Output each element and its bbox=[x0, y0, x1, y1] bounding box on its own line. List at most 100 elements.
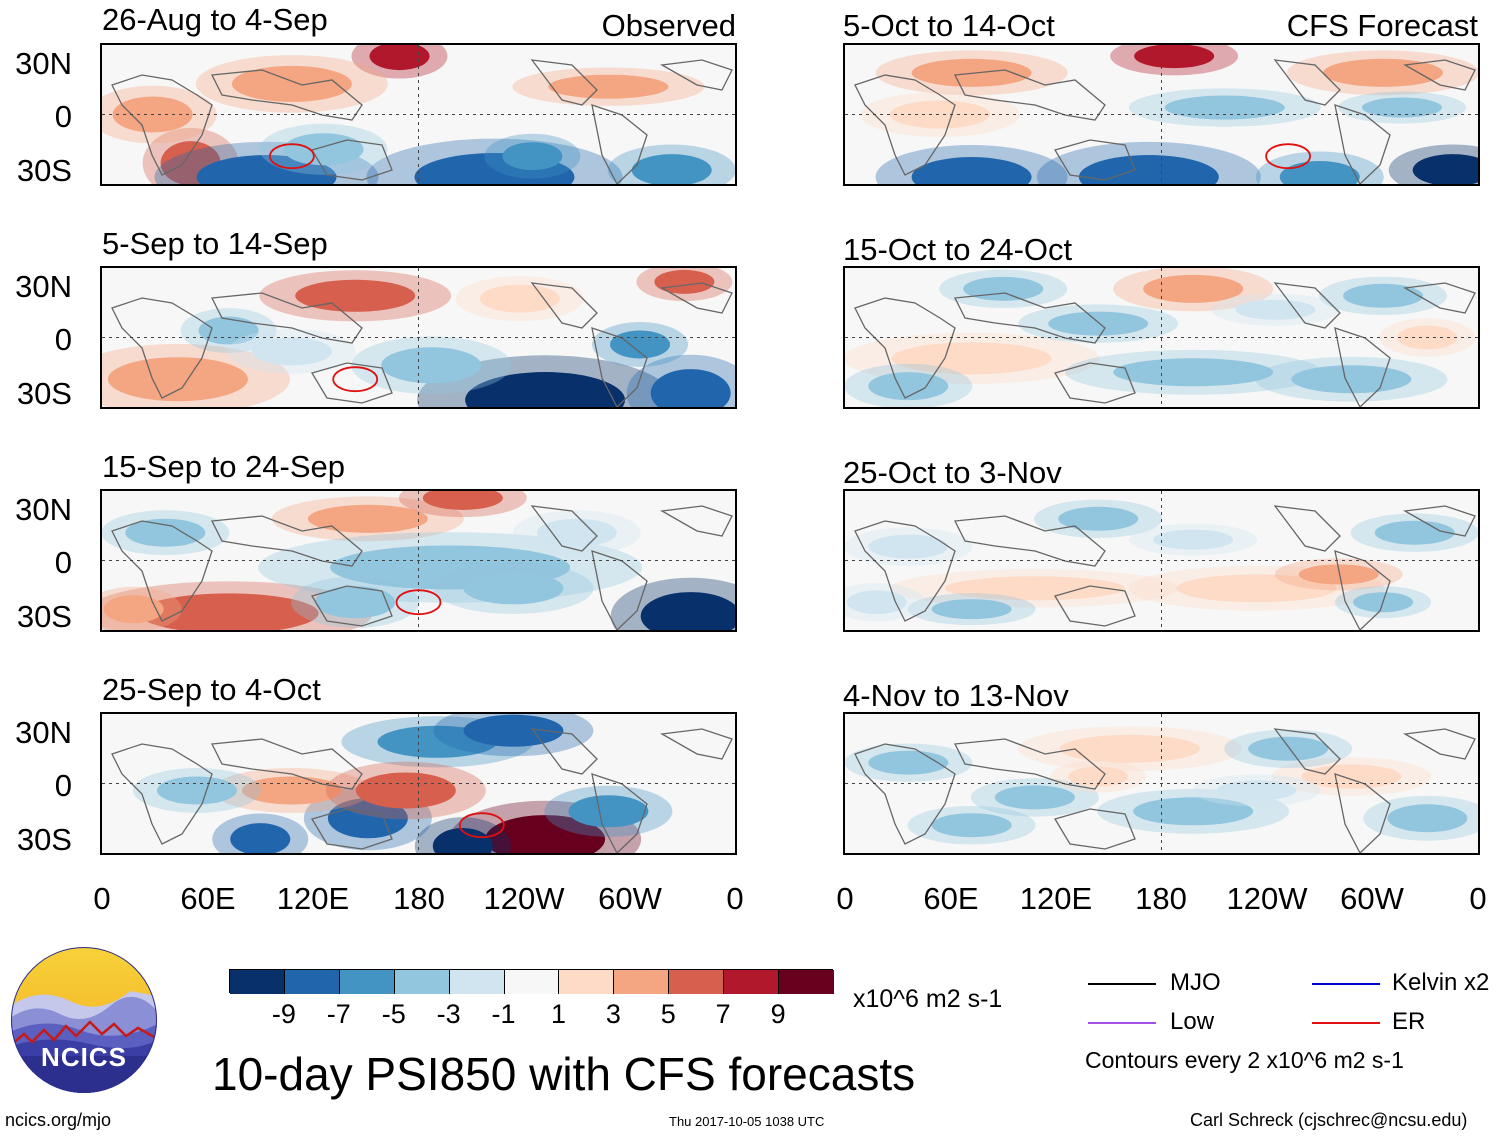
anomaly-blob bbox=[251, 337, 332, 366]
xtick-right-120e: 120E bbox=[1019, 881, 1093, 916]
colorbar-segment bbox=[559, 970, 615, 994]
colorbar-tick-label: 9 bbox=[770, 999, 786, 1029]
er-contour bbox=[458, 812, 505, 839]
coastline bbox=[210, 515, 363, 567]
anomaly-blob bbox=[548, 74, 669, 99]
map-svg bbox=[102, 714, 735, 853]
xtick-left-120w: 120W bbox=[483, 881, 565, 916]
coastline bbox=[854, 743, 956, 845]
coastline bbox=[311, 139, 393, 181]
forecast-label: CFS Forecast bbox=[1286, 8, 1478, 43]
coastline bbox=[591, 550, 648, 630]
legend-er-line bbox=[1312, 1022, 1380, 1024]
anomaly-blob bbox=[868, 534, 949, 559]
anomaly-blob bbox=[1387, 804, 1468, 833]
ytick-30n-2: 30N bbox=[15, 269, 72, 304]
panel-title-4: 25-Sep to 4-Oct bbox=[102, 672, 321, 707]
colorbar-tick-label: -9 bbox=[271, 999, 296, 1029]
xtick-left-0: 0 bbox=[93, 881, 111, 916]
coastline bbox=[659, 728, 733, 760]
map-svg bbox=[102, 491, 735, 630]
legend-mjo-label: MJO bbox=[1170, 969, 1221, 996]
anomaly-blob bbox=[1412, 154, 1478, 184]
coastline bbox=[1054, 808, 1136, 850]
xtick-left-0e: 0 bbox=[726, 881, 744, 916]
map-panel-observed-4 bbox=[100, 712, 737, 855]
map-panel-observed-1 bbox=[100, 43, 737, 186]
ncics-logo: NCICS bbox=[10, 946, 158, 1094]
ytick-30s-1: 30S bbox=[16, 153, 72, 188]
main-title: 10-day PSI850 with CFS forecasts bbox=[212, 1048, 916, 1100]
coastline bbox=[591, 327, 648, 407]
coastline bbox=[591, 773, 648, 853]
anomaly-blob bbox=[610, 330, 671, 359]
panel-title-7: 25-Oct to 3-Nov bbox=[843, 455, 1062, 490]
coastline bbox=[1273, 728, 1341, 775]
map-panel-observed-3 bbox=[100, 489, 737, 632]
colorbar-segment bbox=[394, 970, 450, 994]
anomaly-blob bbox=[1298, 564, 1379, 585]
coastline bbox=[659, 59, 733, 91]
anomaly-blob bbox=[868, 750, 949, 775]
panel-title-1: 26-Aug to 4-Sep bbox=[102, 2, 328, 37]
xtick-left-180: 180 bbox=[393, 881, 445, 916]
coastline bbox=[311, 808, 393, 850]
anomaly-blob bbox=[1058, 506, 1139, 531]
map-svg bbox=[845, 45, 1478, 184]
anomaly-blob bbox=[963, 276, 1044, 301]
anomaly-blob bbox=[1134, 45, 1215, 69]
anomaly-blob bbox=[1176, 574, 1337, 603]
legend-kelvin-label: Kelvin x2 bbox=[1392, 969, 1490, 996]
coastline bbox=[854, 74, 956, 176]
coastline bbox=[1273, 282, 1341, 329]
anomaly-blob bbox=[355, 772, 456, 809]
panel-title-6: 15-Oct to 24-Oct bbox=[843, 232, 1073, 267]
coastline bbox=[311, 585, 393, 627]
legend-low-label: Low bbox=[1170, 1008, 1215, 1035]
colorbar-tick-label: -1 bbox=[491, 999, 516, 1029]
footer-url: ncics.org/mjo bbox=[5, 1110, 112, 1130]
anomaly-blob bbox=[230, 823, 291, 853]
colorbar-segment bbox=[779, 970, 834, 994]
footer-timestamp: Thu 2017-10-05 1038 UTC bbox=[669, 1114, 825, 1129]
anomaly-blob bbox=[295, 279, 416, 312]
coastline bbox=[953, 515, 1106, 567]
coastline bbox=[1402, 505, 1476, 537]
anomaly-blob bbox=[1153, 529, 1234, 550]
xtick-right-0: 0 bbox=[836, 881, 854, 916]
coastline bbox=[111, 74, 213, 176]
anomaly-blob bbox=[463, 572, 564, 605]
coastline bbox=[530, 59, 598, 106]
anomaly-blob bbox=[1164, 95, 1285, 120]
er-contour bbox=[1265, 143, 1312, 170]
anomaly-blob bbox=[1323, 58, 1444, 87]
anomaly-blob bbox=[107, 357, 248, 402]
coastline bbox=[1334, 550, 1391, 630]
ytick-30s-3: 30S bbox=[16, 599, 72, 634]
anomaly-blob bbox=[485, 815, 606, 853]
anomaly-blob bbox=[1113, 358, 1274, 387]
anomaly-blob bbox=[1143, 274, 1244, 303]
anomaly-blob bbox=[1248, 736, 1329, 761]
xtick-right-60w: 60W bbox=[1340, 881, 1404, 916]
xtick-right-60e: 60E bbox=[923, 881, 979, 916]
coastline bbox=[1054, 139, 1136, 181]
panel-title-5: 5-Oct to 14-Oct bbox=[843, 8, 1055, 43]
anomaly-blob bbox=[156, 776, 237, 805]
anomaly-blob bbox=[465, 372, 626, 407]
xtick-left-60e: 60E bbox=[180, 881, 236, 916]
er-contour bbox=[268, 143, 315, 170]
map-panel-forecast-4 bbox=[843, 712, 1480, 855]
anomaly-blob bbox=[944, 576, 1125, 601]
anomaly-blob bbox=[640, 592, 735, 630]
er-contour bbox=[395, 589, 442, 616]
anomaly-blob bbox=[568, 795, 649, 828]
anomaly-blob bbox=[1068, 766, 1129, 787]
xtick-left-60w: 60W bbox=[598, 881, 662, 916]
xtick-right-120w: 120W bbox=[1226, 881, 1308, 916]
coastline bbox=[1334, 773, 1391, 853]
coastline bbox=[111, 743, 213, 845]
anomaly-blob bbox=[231, 65, 352, 102]
panel-title-3: 15-Sep to 24-Sep bbox=[102, 449, 346, 484]
map-panel-forecast-3 bbox=[843, 489, 1480, 632]
